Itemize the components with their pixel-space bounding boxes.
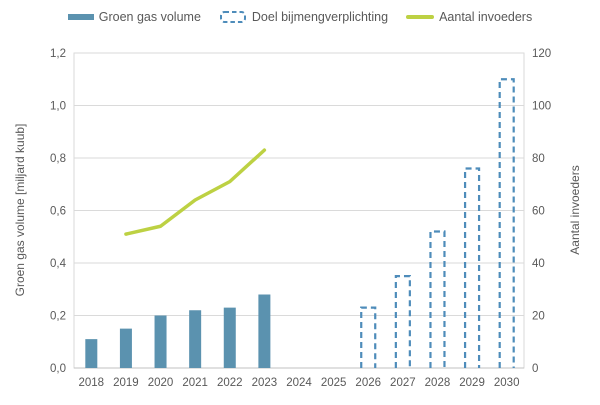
x-tick-label: 2018	[79, 377, 105, 389]
y-left-tick-label: 0,0	[50, 363, 66, 375]
y-right-tick-label: 20	[532, 311, 545, 323]
y-right-tick-label: 120	[532, 48, 551, 60]
x-tick-label: 2023	[252, 377, 278, 389]
doel-bijmengverplichting-bar	[429, 230, 446, 368]
y-left-tick-label: 1,2	[50, 48, 66, 60]
y-left-tick-label: 0,8	[50, 153, 66, 165]
y-right-tick-label: 100	[532, 101, 551, 113]
y-right-tick-label: 0	[532, 363, 538, 375]
x-tick-label: 2022	[217, 377, 243, 389]
line-swatch-icon	[406, 15, 435, 19]
chart-legend: Groen gas volume Doel bijmengverplichtin…	[0, 10, 600, 24]
legend-label-aantal-invoeders: Aantal invoeders	[439, 10, 533, 24]
y-left-tick-label: 1,0	[50, 101, 66, 113]
aantal-invoeders-line	[124, 148, 267, 236]
y-left-tick-label: 0,2	[50, 311, 66, 323]
x-tick-label: 2026	[355, 377, 381, 389]
groen-gas-volume-bar	[85, 339, 98, 368]
groen-gas-volume-bar	[189, 310, 202, 368]
x-tick-label: 2030	[494, 377, 520, 389]
y-right-tick-label: 80	[532, 153, 545, 165]
right-axis-title: Aantal invoeders	[568, 165, 582, 255]
legend-item-groen-gas-volume: Groen gas volume	[67, 10, 201, 24]
solid-bar-swatch-icon	[67, 14, 94, 20]
y-right-tick-label: 40	[532, 258, 545, 270]
groen-gas-volume-bar	[258, 294, 271, 368]
groen-gas-volume-bar	[223, 307, 236, 368]
doel-bijmengverplichting-bar	[498, 78, 515, 368]
dashed-bar-swatch-icon	[219, 11, 246, 23]
legend-label-doel-bijmengverplichting: Doel bijmengverplichting	[251, 10, 389, 24]
x-tick-label: 2019	[113, 377, 139, 389]
y-left-tick-label: 0,4	[50, 258, 67, 270]
legend-label-groen-gas-volume: Groen gas volume	[98, 10, 201, 24]
doel-bijmengverplichting-bar	[360, 306, 377, 368]
legend-item-doel-bijmengverplichting: Doel bijmengverplichting	[219, 10, 388, 24]
groen-gas-volume-bar	[154, 315, 167, 368]
doel-bijmengverplichting-bar	[463, 167, 481, 368]
legend-item-aantal-invoeders: Aantal invoeders	[406, 10, 532, 24]
doel-bijmengverplichting-bar	[394, 275, 411, 368]
y-right-tick-label: 60	[532, 206, 545, 218]
x-tick-label: 2029	[459, 377, 485, 389]
x-tick-label: 2021	[182, 377, 208, 389]
x-tick-label: 2027	[390, 377, 416, 389]
x-tick-label: 2020	[148, 377, 174, 389]
left-axis-title: Groen gas volume [miljard kuub]	[13, 123, 27, 297]
x-tick-label: 2028	[425, 377, 451, 389]
groen-gas-volume-bar	[119, 328, 132, 368]
x-tick-label: 2025	[321, 377, 347, 389]
x-tick-label: 2024	[286, 377, 312, 389]
y-left-tick-label: 0,6	[50, 206, 66, 218]
